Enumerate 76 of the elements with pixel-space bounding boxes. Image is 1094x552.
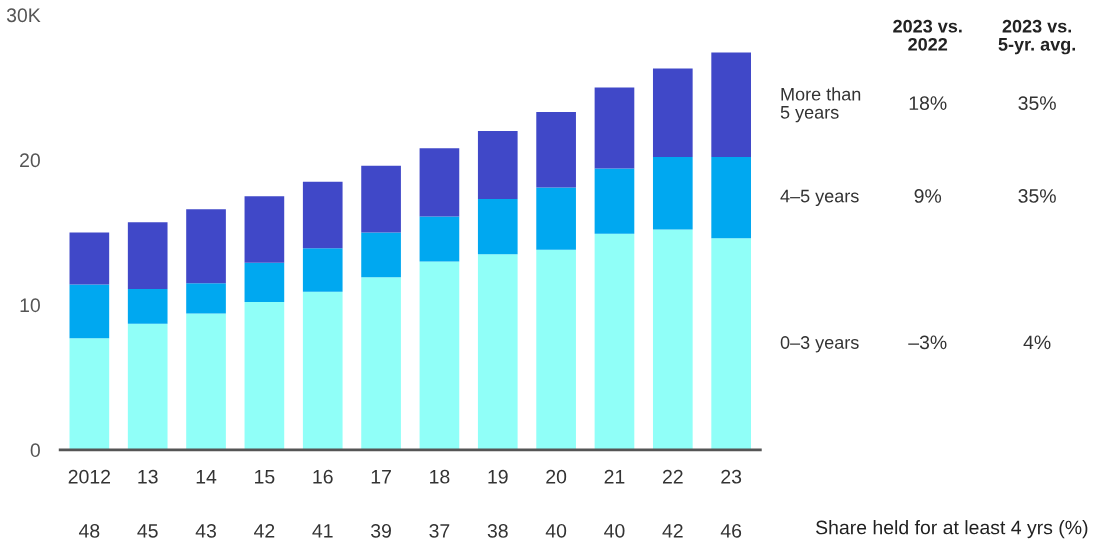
text: 41 bbox=[312, 524, 333, 538]
bar bbox=[186, 313, 226, 450]
x-tick-label: 2012 bbox=[68, 469, 110, 484]
bar bbox=[711, 238, 751, 450]
text: 39 bbox=[371, 523, 391, 538]
text: 48 bbox=[78, 523, 100, 538]
bar bbox=[186, 209, 226, 284]
text: 42 bbox=[254, 523, 275, 538]
bar bbox=[361, 277, 401, 450]
bar bbox=[594, 168, 635, 234]
series-label: 0–3 years bbox=[780, 336, 859, 353]
bar bbox=[69, 284, 110, 339]
text: 45 bbox=[137, 524, 158, 538]
bar bbox=[361, 232, 401, 278]
bar bbox=[536, 112, 576, 188]
bar bbox=[477, 130, 518, 200]
bar bbox=[361, 165, 401, 233]
bar bbox=[594, 87, 635, 169]
bar bbox=[711, 157, 751, 239]
bar bbox=[536, 249, 576, 450]
x-tick-label: 15 bbox=[255, 470, 275, 484]
series-label: More than 5 years bbox=[780, 87, 861, 123]
bar bbox=[127, 288, 168, 324]
x-tick-label: 23 bbox=[721, 469, 742, 484]
x-tick-label: 17 bbox=[371, 470, 391, 484]
x-tick-label: 21 bbox=[604, 469, 625, 484]
text: 18% bbox=[909, 96, 947, 111]
bar bbox=[594, 233, 635, 450]
bar bbox=[652, 157, 693, 230]
bar bbox=[477, 199, 518, 255]
y-tick-label: 30K bbox=[6, 8, 41, 23]
text: 46 bbox=[720, 523, 742, 538]
bar bbox=[536, 187, 576, 250]
text: 35% bbox=[1018, 96, 1056, 111]
text: 38 bbox=[487, 523, 508, 538]
text: 9% bbox=[914, 189, 942, 203]
bar bbox=[302, 248, 343, 292]
text: Share held for at least 4 yrs (%) bbox=[816, 520, 1088, 539]
text: 42 bbox=[662, 523, 683, 538]
x-tick-label: 19 bbox=[488, 469, 508, 484]
y-tick-label: 20 bbox=[20, 153, 40, 168]
text: 40 bbox=[545, 523, 567, 538]
x-tick-label: 16 bbox=[313, 469, 333, 484]
bar bbox=[69, 232, 110, 285]
text: 40 bbox=[604, 523, 625, 538]
bar bbox=[244, 196, 285, 263]
bar bbox=[186, 283, 226, 314]
text: 43 bbox=[195, 523, 216, 538]
bar bbox=[244, 262, 285, 302]
bar bbox=[419, 148, 460, 217]
x-tick-label: 18 bbox=[430, 469, 450, 484]
bar bbox=[711, 52, 751, 157]
series-label: 4–5 years bbox=[780, 189, 859, 207]
text: 2023 vs. 2022 bbox=[893, 19, 962, 51]
text: 2023 vs. 5-yr. avg. bbox=[998, 19, 1076, 55]
bar bbox=[302, 291, 343, 450]
text: –3% bbox=[908, 335, 947, 350]
bar bbox=[302, 181, 343, 249]
bar bbox=[244, 301, 285, 450]
bar bbox=[419, 261, 460, 450]
bar bbox=[652, 68, 693, 157]
y-tick-label: 0 bbox=[30, 443, 40, 458]
y-tick-label: 10 bbox=[20, 298, 40, 313]
x-tick-label: 14 bbox=[196, 470, 217, 484]
text: 35% bbox=[1018, 189, 1056, 203]
x-tick-label: 13 bbox=[138, 469, 158, 484]
text: 37 bbox=[429, 523, 450, 538]
bar bbox=[69, 338, 110, 450]
bar bbox=[477, 254, 518, 450]
x-tick-label: 22 bbox=[662, 469, 683, 484]
text: 4% bbox=[1023, 335, 1051, 350]
bar bbox=[419, 216, 460, 262]
x-tick-label: 20 bbox=[546, 469, 567, 484]
bar bbox=[652, 229, 693, 450]
bar bbox=[127, 222, 168, 289]
bar bbox=[127, 323, 168, 450]
